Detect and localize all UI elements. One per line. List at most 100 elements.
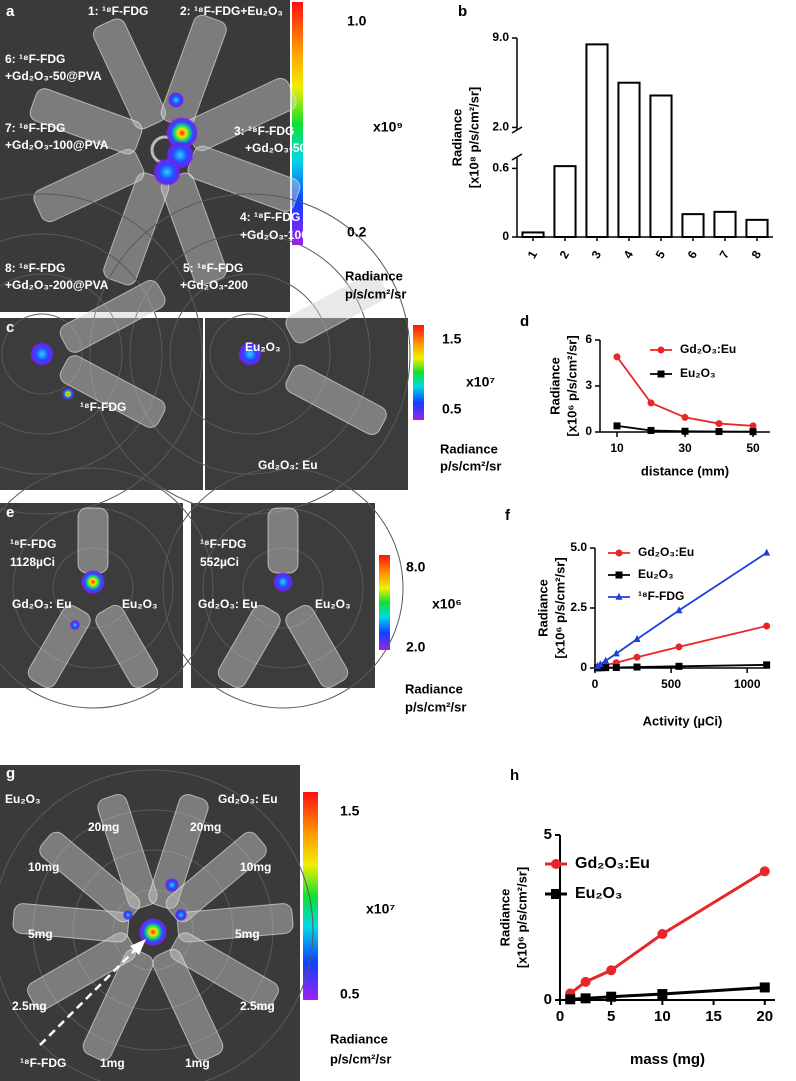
colorbar-label: x10⁷ <box>466 374 495 390</box>
panel-label: f <box>505 507 511 524</box>
photo-label: 7: ¹⁸F-FDG <box>5 121 65 135</box>
glow <box>165 878 179 892</box>
axis-break <box>511 126 523 134</box>
tube <box>217 604 281 688</box>
x-tick-label: 20 <box>756 1008 773 1025</box>
marker <box>681 413 689 421</box>
axis-break <box>511 153 523 161</box>
marker <box>612 649 620 657</box>
marker <box>551 859 561 869</box>
x-tick-label: 0 <box>592 677 599 691</box>
photo-label: 6: ¹⁸F-FDG <box>5 52 65 66</box>
marker <box>759 982 770 993</box>
ring <box>169 273 331 435</box>
ring <box>0 769 314 1081</box>
x-tick-label: 5 <box>607 1008 615 1025</box>
marker <box>763 661 771 669</box>
legend-label: Eu₂O₃ <box>680 366 716 380</box>
tube <box>27 932 137 1011</box>
photo-label: 8: ¹⁸F-FDG <box>5 261 65 275</box>
panel-label: b <box>458 3 467 20</box>
ring <box>209 313 291 395</box>
x-tick-label: 6 <box>685 248 701 261</box>
bar <box>553 165 577 238</box>
glow <box>62 388 74 400</box>
y-axis-label: [x10⁸ p/s/cm²/sr] <box>466 87 481 189</box>
y-tick-label: 6 <box>585 332 592 346</box>
photo-label: ¹⁸F-FDG <box>200 537 246 551</box>
tube <box>92 18 167 130</box>
marker <box>759 866 770 877</box>
photo-c-right <box>205 318 408 490</box>
tube <box>148 794 209 910</box>
x-tick-label: 50 <box>746 441 760 455</box>
ring <box>89 193 411 515</box>
photo-label: 5mg <box>235 927 260 941</box>
bar <box>681 213 705 238</box>
arrow-head <box>130 939 146 955</box>
panel-label: g <box>6 765 15 782</box>
photo-label: 2.5mg <box>240 999 275 1013</box>
photo-a <box>0 0 290 312</box>
bar <box>713 210 737 239</box>
marker <box>633 635 641 642</box>
photo-label: 1: ¹⁸F-FDG <box>88 4 148 18</box>
marker <box>580 976 591 987</box>
photo-label: 1128µCi <box>10 555 55 569</box>
tube <box>39 831 141 923</box>
marker <box>715 420 723 428</box>
bar <box>521 231 545 239</box>
photo-label: Eu₂O₃ <box>315 597 351 611</box>
colorbar-label: x10⁹ <box>373 119 403 135</box>
ring <box>0 273 123 435</box>
marker <box>606 965 617 976</box>
x-axis-label: distance (mm) <box>641 463 729 478</box>
ring <box>1 313 83 395</box>
marker <box>763 548 771 556</box>
photo-label: Eu₂O₃ <box>245 340 281 354</box>
x-tick-label: 7 <box>717 248 733 261</box>
glow <box>81 570 105 594</box>
tube <box>176 903 294 943</box>
legend-label: Eu₂O₃ <box>638 567 674 581</box>
tube <box>95 604 159 688</box>
photo-label: Eu₂O₃ <box>122 597 158 611</box>
y-tick-label: 0.6 <box>492 161 509 175</box>
y-axis-label: Radiance <box>497 889 512 947</box>
marker <box>749 422 757 430</box>
marker <box>612 664 620 672</box>
y-axis-label: Radiance <box>449 109 464 167</box>
y-tick-label: 9.0 <box>492 30 509 44</box>
legend-label: Gd₂O₃:Eu <box>680 342 736 356</box>
ring <box>162 467 404 709</box>
photo-label: Gd₂O₃: Eu <box>198 597 258 611</box>
photo-label: 2.5mg <box>12 999 47 1013</box>
y-tick-label: 2.0 <box>492 120 509 134</box>
photo-label: 1mg <box>100 1056 125 1070</box>
panel-label: d <box>520 313 529 330</box>
x-tick-label: 30 <box>678 441 692 455</box>
photo-label: Eu₂O₃ <box>5 792 41 806</box>
ring <box>242 547 324 629</box>
tube <box>285 273 387 344</box>
glow <box>30 342 54 366</box>
tube <box>59 355 166 428</box>
x-axis-label: mass (mg) <box>630 1051 705 1068</box>
photo-label: +Gd₂O₃-100 <box>240 228 308 242</box>
photo-label: 10mg <box>28 860 59 874</box>
panel-label: h <box>510 767 519 784</box>
photo-label: Gd₂O₃: Eu <box>218 792 278 806</box>
ring <box>0 233 163 475</box>
photo-label: ¹⁸F-FDG <box>80 400 126 414</box>
ring <box>129 233 371 475</box>
ring <box>32 809 274 1051</box>
photo-label: 5: ¹⁸F-FDG <box>183 261 243 275</box>
photos <box>0 0 424 1081</box>
ring <box>52 547 134 629</box>
marker <box>675 643 683 651</box>
marker <box>596 660 604 668</box>
colorbar-label: 1.5 <box>442 331 462 347</box>
y-axis-label: [x10⁶ p/s/cm²/sr] <box>552 557 567 658</box>
colorbar-label: p/s/cm²/sr <box>330 1051 391 1066</box>
x-tick-label: 0 <box>556 1008 564 1025</box>
